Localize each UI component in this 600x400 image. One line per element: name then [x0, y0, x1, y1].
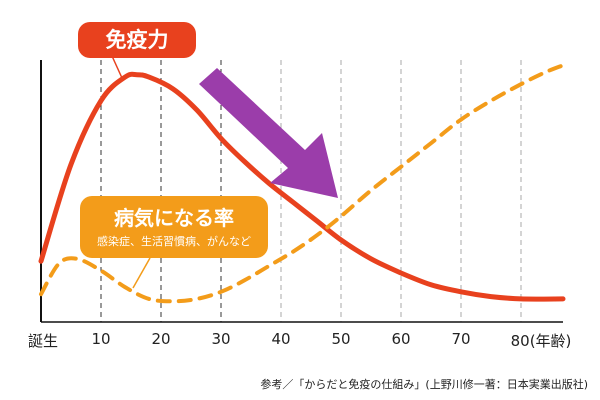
x-tick-label-30: 30	[211, 330, 231, 348]
source-note: 参考／「からだと免疫の仕組み」(上野川修一著：日本実業出版社)	[260, 378, 588, 391]
decline-arrow	[199, 68, 338, 198]
x-tick-label-20: 20	[151, 330, 171, 348]
series-layer	[38, 63, 566, 304]
disease-rate-title: 病気になる率	[114, 206, 234, 230]
x-tick-label-80: 80(年齢)	[510, 332, 572, 350]
x-tick-label-70: 70	[451, 330, 471, 348]
disease-rate-line	[39, 63, 565, 304]
x-tick-label-10: 10	[91, 330, 111, 348]
x-tick-label-50: 50	[331, 330, 351, 348]
immunity-label: 免疫力	[78, 22, 196, 58]
x-tick-label-birth: 誕生	[27, 332, 59, 350]
disease-rate-note: 感染症、生活習慣病、がんなど	[97, 235, 251, 248]
immunity-leader-line	[111, 55, 123, 79]
x-tick-label-60: 60	[391, 330, 411, 348]
immunity-line	[38, 71, 566, 302]
disease-leader-line	[132, 257, 151, 289]
disease-rate-label: 病気になる率 感染症、生活習慣病、がんなど	[80, 196, 268, 258]
x-tick-label-40: 40	[271, 330, 291, 348]
